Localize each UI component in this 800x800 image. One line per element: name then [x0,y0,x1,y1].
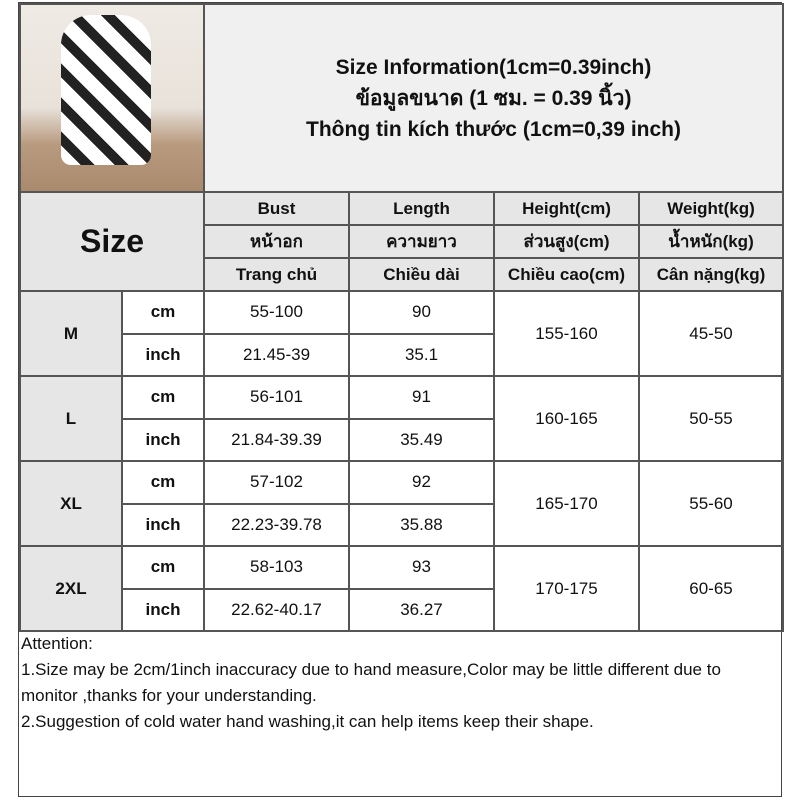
col-length-en: Length [348,191,495,226]
weight-range: 45-50 [637,290,785,377]
weight-range: 60-65 [637,545,785,632]
col-weight-th: น้ำหนัก(kg) [637,224,785,259]
col-bust-th: หน้าอก [203,224,350,259]
unit-cm: cm [121,460,205,505]
unit-inch: inch [121,502,205,547]
length-cm: 91 [348,375,495,420]
table-row: inch 22.23-39.78 35.88 [20,502,783,547]
title-vi: Thông tin kích thước (1cm=0,39 inch) [306,117,681,141]
size-name: M [19,290,123,377]
table-row: 2XL cm 58-103 93 170-175 60-65 [19,545,785,632]
col-height-th: ส่วนสูง(cm) [493,224,640,259]
col-length-vi: Chiều dài [348,257,495,292]
bust-inch: 22.62-40.17 [203,587,350,632]
table-row: inch 21.84-39.39 35.49 [20,417,783,462]
attention-note-1: 1.Size may be 2cm/1inch inaccuracy due t… [21,660,721,705]
length-inch: 35.1 [348,332,495,377]
bust-inch: 21.45-39 [203,332,350,377]
bust-cm: 57-102 [203,460,350,505]
length-cm: 92 [348,460,495,505]
table-row: inch 22.62-40.17 36.27 [20,587,783,632]
col-weight-vi: Cân nặng(kg) [637,257,785,292]
col-height-en: Height(cm) [493,191,640,226]
height-range: 170-175 [493,545,640,632]
col-bust-en: Bust [203,191,350,226]
table-row: inch 21.45-39 35.1 [20,332,783,377]
title-en: Size Information(1cm=0.39inch) [335,55,652,79]
weight-range: 55-60 [637,460,785,547]
attention-notes: Attention: 1.Size may be 2cm/1inch inacc… [19,629,781,737]
length-inch: 35.88 [348,502,495,547]
unit-inch: inch [121,587,205,632]
col-length-th: ความยาว [348,224,495,259]
length-cm: 93 [348,545,495,590]
size-chart: Size Information(1cm=0.39inch) ข้อมูลขนา… [18,2,785,797]
dress-image [61,15,151,165]
length-cm: 90 [348,290,495,335]
bust-cm: 55-100 [203,290,350,335]
product-photo [19,3,205,193]
unit-cm: cm [121,545,205,590]
bust-inch: 21.84-39.39 [203,417,350,462]
height-range: 160-165 [493,375,640,462]
table-row: L cm 56-101 91 160-165 50-55 [19,375,785,462]
length-inch: 35.49 [348,417,495,462]
col-bust-vi: Trang chủ [203,257,350,292]
size-header: Size [19,191,205,292]
col-weight-en: Weight(kg) [637,191,785,226]
weight-range: 50-55 [637,375,785,462]
table-row: XL cm 57-102 92 165-170 55-60 [19,460,785,547]
bust-cm: 58-103 [203,545,350,590]
height-range: 155-160 [493,290,640,377]
col-height-vi: Chiều cao(cm) [493,257,640,292]
bust-cm: 56-101 [203,375,350,420]
title-cell: Size Information(1cm=0.39inch) ข้อมูลขนา… [202,3,785,193]
unit-cm: cm [121,290,205,335]
length-inch: 36.27 [348,587,495,632]
height-range: 165-170 [493,460,640,547]
table-row: M cm 55-100 90 155-160 45-50 [19,290,785,377]
attention-note-2: 2.Suggestion of cold water hand washing,… [21,712,594,731]
size-table: Size Information(1cm=0.39inch) ข้อมูลขนา… [19,3,785,632]
attention-heading: Attention: [21,634,93,653]
unit-cm: cm [121,375,205,420]
size-name: L [19,375,123,462]
size-name: 2XL [19,545,123,632]
unit-inch: inch [121,332,205,377]
title-th: ข้อมูลขนาด (1 ซม. = 0.39 นิ้ว) [355,86,632,110]
unit-inch: inch [121,417,205,462]
bust-inch: 22.23-39.78 [203,502,350,547]
size-name: XL [19,460,123,547]
